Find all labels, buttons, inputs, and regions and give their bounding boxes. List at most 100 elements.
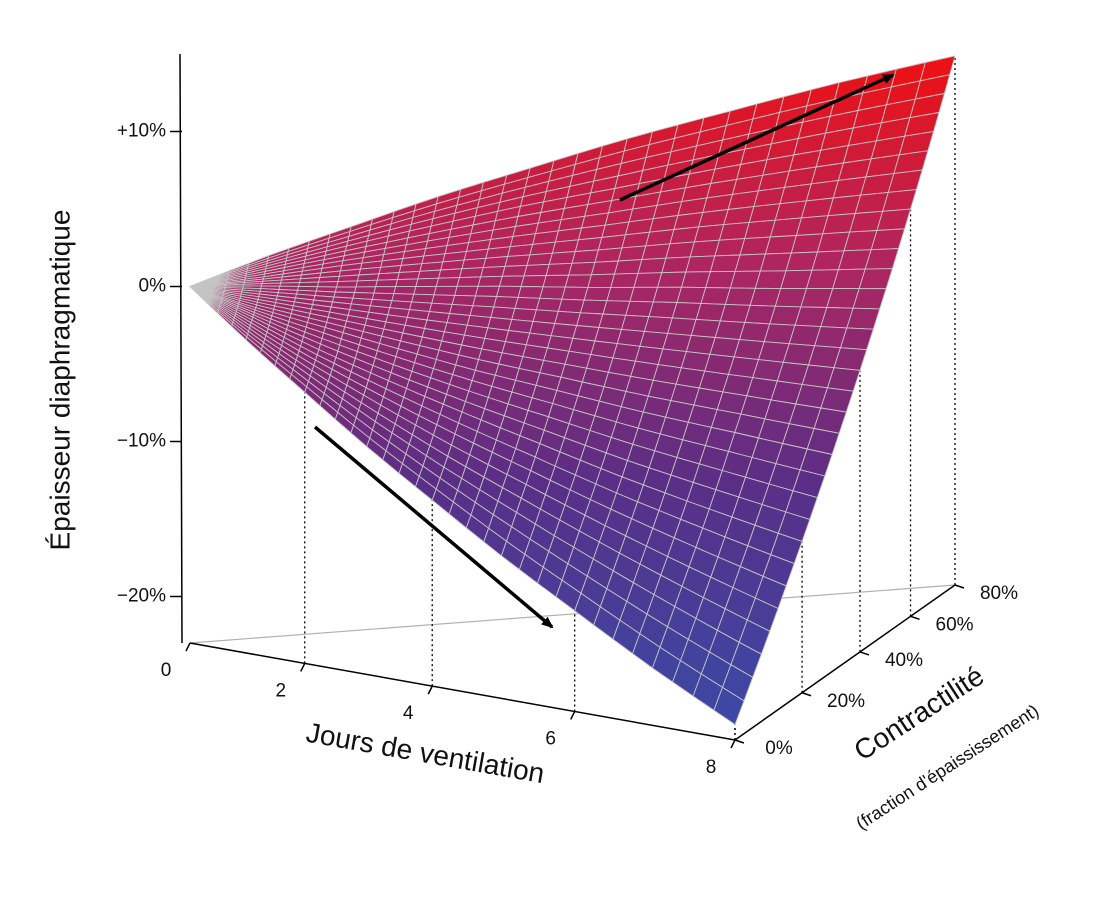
x-tick-label: 8	[706, 757, 717, 778]
surface-cell	[417, 269, 442, 280]
surface-cell	[353, 286, 377, 294]
surface-cell	[629, 286, 658, 303]
surface-cell	[458, 267, 484, 279]
surface-cell	[633, 272, 663, 288]
surface-cell	[520, 275, 547, 288]
x-tick-label: 4	[403, 703, 414, 724]
surface-cell	[413, 285, 437, 296]
surface-cell	[557, 298, 585, 314]
surface-cell	[587, 273, 615, 288]
surface	[189, 55, 956, 725]
surface-cell	[514, 296, 541, 311]
surface-cell	[594, 247, 623, 263]
x-tick-label: 0	[161, 660, 172, 681]
surface-cell	[480, 265, 506, 278]
surface-cell	[840, 327, 874, 351]
surface-cell	[375, 279, 398, 288]
y-tick-label: 0%	[765, 738, 793, 759]
surface-cell	[598, 313, 627, 330]
surface-cell	[477, 275, 503, 287]
surface-cell	[504, 254, 531, 267]
z-tick-label: −10%	[117, 431, 166, 452]
surface-cell	[625, 300, 654, 318]
surface-cell	[606, 286, 635, 302]
surface-cell	[571, 249, 599, 264]
surface-cell	[574, 237, 603, 252]
y-tick	[734, 739, 745, 744]
surface-cell	[602, 300, 631, 316]
surface-cell	[657, 271, 687, 288]
surface-cell	[454, 285, 479, 297]
surface-cell	[576, 312, 604, 328]
surface-cell	[568, 261, 596, 276]
surface-cell	[493, 296, 519, 309]
surface-cell	[617, 245, 647, 262]
surface-cell	[548, 251, 576, 265]
surface-cell	[451, 294, 476, 307]
surface-cell	[373, 286, 397, 295]
surface-cell	[583, 286, 612, 302]
x-tick-label: 6	[545, 728, 556, 749]
surface-cell	[535, 297, 563, 312]
surface-cell	[564, 274, 592, 288]
floor-edge	[189, 584, 956, 644]
x-axis-line	[189, 642, 736, 741]
surface-cell	[456, 276, 482, 287]
x-tick	[427, 685, 433, 695]
surface-cell	[637, 257, 667, 274]
y-tick-label: 40%	[885, 650, 923, 671]
surface-cell	[336, 280, 358, 288]
z-tick-label: +10%	[117, 121, 166, 142]
surface-cell	[472, 295, 497, 308]
surface-cell	[496, 285, 522, 298]
surface-cell	[680, 271, 711, 289]
surface-cell	[433, 285, 458, 296]
surface-cell	[561, 286, 589, 301]
z-tick-label: −20%	[117, 586, 166, 607]
x-tick	[730, 739, 736, 749]
surface-cell	[579, 299, 608, 315]
surface-cell	[610, 272, 639, 288]
surface-cell	[539, 286, 566, 300]
surface-cell	[355, 279, 378, 288]
y-tick-label: 60%	[936, 614, 974, 635]
y-tick-label: 80%	[980, 583, 1018, 604]
surface-cell	[613, 259, 643, 275]
surface-cell	[376, 272, 400, 281]
surface-cell	[713, 686, 745, 725]
surface-cell	[498, 275, 525, 287]
z-axis-line	[179, 53, 183, 644]
y-tick	[910, 615, 920, 621]
z-axis-title: Épaisseur diaphragmatique	[44, 210, 75, 551]
trend-arrow	[619, 73, 895, 202]
y-tick	[859, 651, 870, 656]
surface-cell	[395, 278, 419, 288]
surface-cell	[396, 270, 421, 281]
y-tick-label: 20%	[827, 691, 865, 712]
z-tick-label: 0%	[139, 276, 167, 297]
surface-cell	[545, 262, 573, 276]
surface-cell	[523, 263, 550, 277]
surface-cell	[316, 281, 339, 288]
surface-cell	[517, 286, 544, 299]
floor-layer	[179, 53, 956, 741]
x-tick	[300, 663, 306, 672]
surface-cell	[438, 268, 463, 279]
y-tick	[954, 584, 965, 589]
surface-cell	[554, 310, 581, 326]
surface-cell	[393, 286, 417, 295]
y-tick	[801, 692, 812, 697]
y-axis-line	[734, 584, 956, 741]
x-axis-title: Jours de ventilation	[304, 717, 547, 789]
surface-cell	[435, 277, 460, 287]
x-tick	[185, 642, 191, 652]
surface-cell	[590, 260, 619, 276]
surface-cell	[648, 301, 678, 319]
trend-arrow	[313, 425, 554, 629]
surface-cell	[474, 285, 500, 297]
surface-cell	[415, 277, 439, 287]
x-tick-label: 2	[275, 680, 286, 701]
surface-cell	[501, 264, 528, 277]
